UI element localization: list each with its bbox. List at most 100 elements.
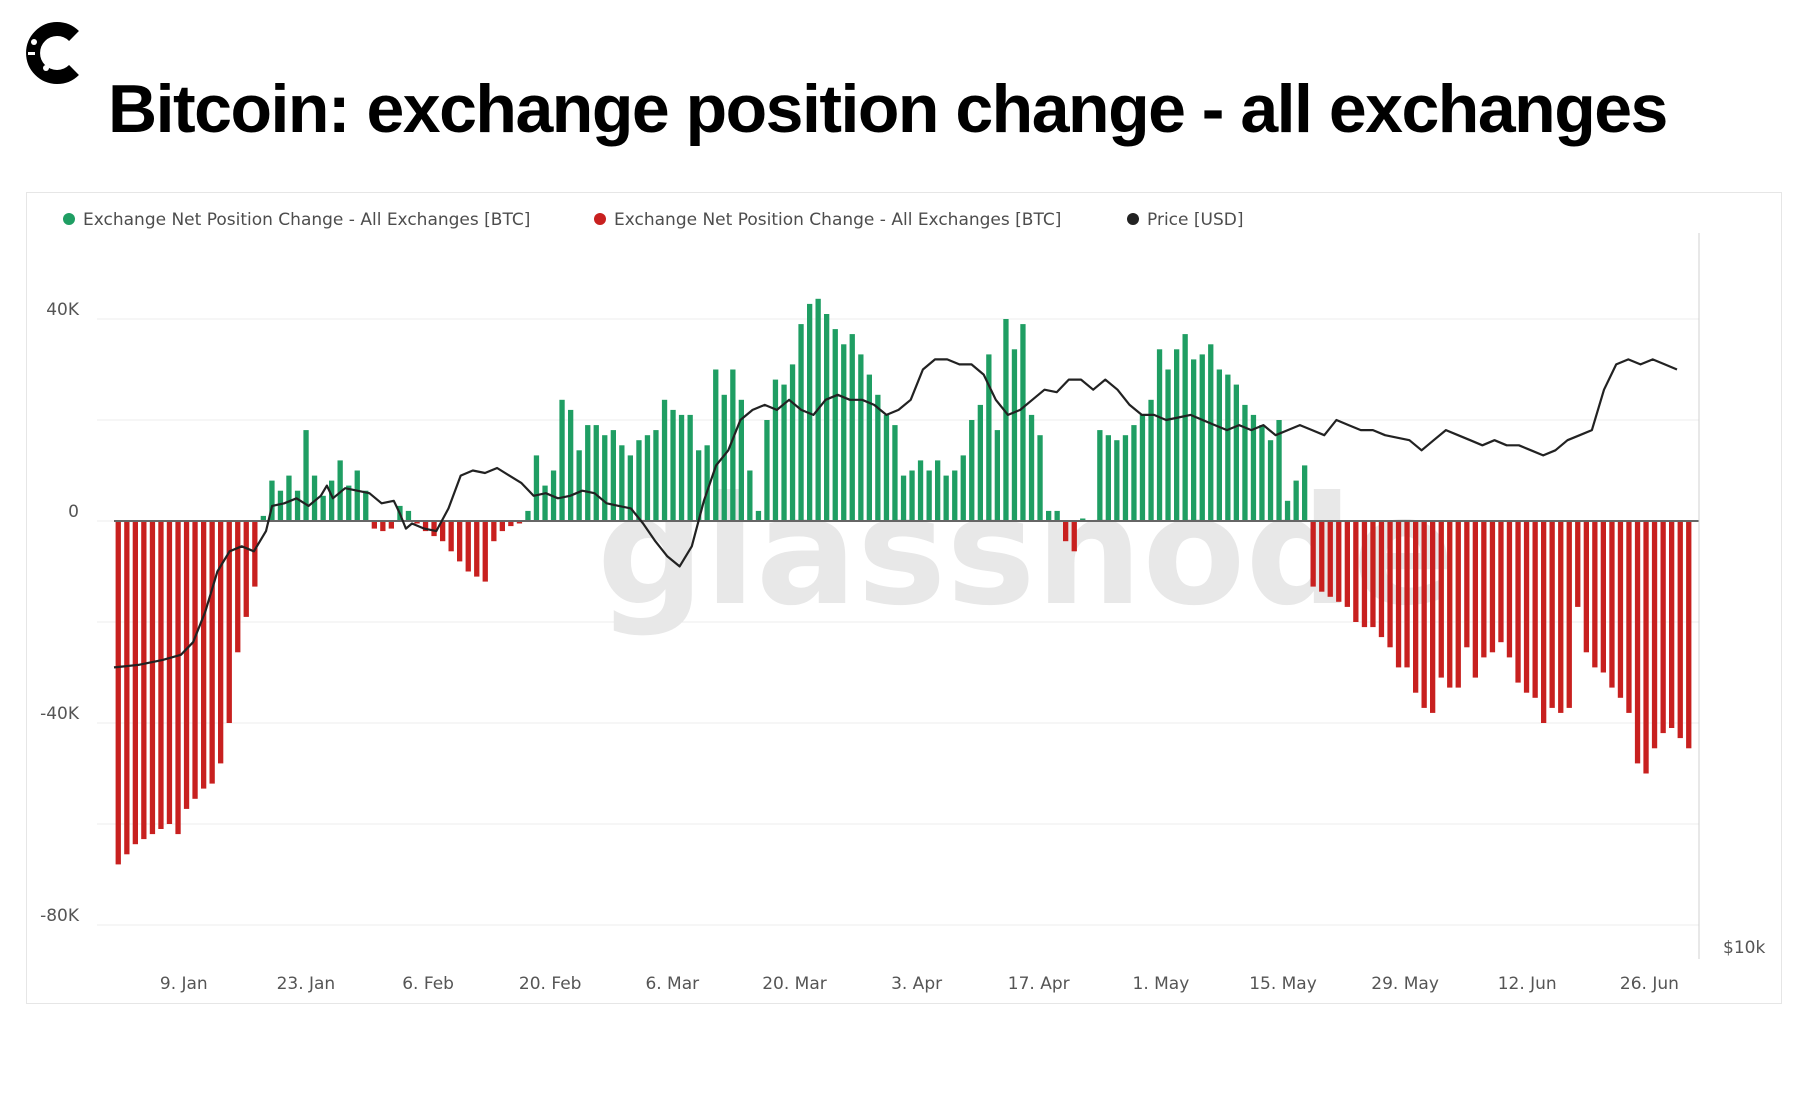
legend-label[interactable]: Exchange Net Position Change - All Excha…	[83, 210, 530, 230]
bar-inflow	[610, 430, 616, 521]
bar-inflow	[354, 470, 360, 521]
bar-inflow	[738, 399, 744, 521]
bar-outflow	[1481, 521, 1487, 658]
bar-outflow	[218, 521, 224, 764]
bar-outflow	[243, 521, 249, 617]
bar-inflow	[1114, 440, 1120, 521]
bar-inflow	[909, 470, 915, 521]
bar-outflow	[183, 521, 190, 809]
bar-inflow	[747, 470, 753, 521]
bar-outflow	[201, 521, 207, 789]
bar-outflow	[1378, 521, 1385, 638]
x-tick-label: 3. Apr	[891, 974, 942, 994]
bar-inflow	[1139, 414, 1146, 521]
bar-inflow	[1122, 435, 1129, 521]
bar-inflow	[1156, 349, 1163, 521]
legend-label[interactable]: Exchange Net Position Change - All Excha…	[614, 210, 1061, 230]
bar-inflow	[781, 384, 787, 521]
bar-outflow	[1566, 521, 1572, 708]
bar-outflow	[1336, 521, 1342, 602]
bar-inflow	[935, 460, 941, 521]
bar-outflow	[1498, 521, 1504, 643]
bar-inflow	[576, 450, 582, 521]
bar-inflow	[1054, 510, 1060, 521]
bar-inflow	[670, 409, 676, 521]
bar-inflow	[764, 420, 770, 521]
bar-inflow	[849, 334, 855, 521]
bar-inflow	[1191, 359, 1197, 521]
bar-outflow	[192, 521, 198, 799]
bar-outflow	[141, 521, 147, 840]
bar-inflow	[969, 420, 975, 521]
bar-outflow	[1464, 521, 1470, 648]
bar-inflow	[1174, 349, 1180, 521]
bar-outflow	[1472, 521, 1478, 678]
bar-inflow	[678, 414, 685, 521]
bar-inflow	[832, 329, 838, 521]
x-tick-label: 20. Mar	[762, 974, 827, 994]
bar-inflow	[1225, 374, 1231, 521]
bar-outflow	[115, 521, 121, 865]
y-tick-label: 40K	[46, 300, 80, 320]
bar-outflow	[1361, 521, 1368, 628]
bar-inflow	[303, 430, 309, 521]
x-tick-label: 12. Jun	[1498, 974, 1557, 994]
chart-frame: glassnode 40K 0 -40K -80K 9. Jan 23. Jan 6. F…	[26, 192, 1782, 1004]
bar-outflow	[1617, 521, 1624, 698]
bar-inflow	[320, 495, 326, 522]
bar-outflow	[380, 521, 386, 532]
bar-inflow	[1182, 334, 1188, 521]
bar-outflow	[1430, 521, 1436, 713]
bar-inflow	[346, 485, 352, 521]
bar-inflow	[533, 455, 540, 521]
y-tick-label: 0	[68, 502, 79, 522]
bar-inflow	[559, 399, 565, 521]
bar-inflow	[1046, 510, 1052, 521]
bar-outflow	[1413, 521, 1419, 693]
chart-headline: Bitcoin: exchange position change - all …	[108, 71, 1668, 147]
bar-inflow	[644, 435, 651, 521]
bar-outflow	[440, 521, 446, 542]
x-axis-ticks: 9. Jan 23. Jan 6. Feb 20. Feb 6. Mar 20. Mar 3…	[160, 974, 1679, 994]
bar-inflow	[593, 425, 599, 521]
legend-label[interactable]: Price [USD]	[1147, 210, 1243, 230]
legend-marker	[1127, 213, 1139, 225]
bar-inflow	[917, 460, 924, 521]
bar-inflow	[704, 445, 710, 522]
x-tick-label: 6. Mar	[645, 974, 699, 994]
bar-outflow	[1575, 521, 1581, 607]
bar-series	[115, 298, 1692, 865]
bar-outflow	[1583, 521, 1589, 653]
bar-inflow	[269, 480, 275, 521]
bar-inflow	[994, 430, 1000, 521]
bar-outflow	[474, 521, 480, 577]
bar-inflow	[1216, 369, 1222, 521]
bar-outflow	[175, 521, 181, 835]
x-tick-label: 6. Feb	[402, 974, 454, 994]
bar-inflow	[883, 414, 890, 521]
bar-inflow	[960, 455, 966, 521]
bar-outflow	[371, 521, 377, 529]
bar-outflow	[1071, 521, 1077, 552]
x-tick-label: 20. Feb	[519, 974, 582, 994]
price-line	[113, 358, 1678, 669]
bar-outflow	[1327, 521, 1333, 597]
bar-outflow	[1438, 521, 1444, 678]
x-tick-label: 17. Apr	[1008, 974, 1070, 994]
bar-inflow	[585, 425, 591, 521]
bar-outflow	[1634, 521, 1641, 764]
x-tick-label: 9. Jan	[160, 974, 208, 994]
bar-outflow	[1592, 521, 1598, 668]
bar-outflow	[1353, 521, 1359, 622]
bar-inflow	[1097, 430, 1103, 521]
bar-outflow	[1515, 521, 1521, 683]
bar-outflow	[388, 521, 394, 529]
bar-outflow	[1600, 521, 1606, 673]
bar-outflow	[1344, 521, 1350, 607]
bar-inflow	[1284, 500, 1291, 521]
bar-inflow	[1011, 349, 1018, 521]
bar-inflow	[1208, 344, 1214, 522]
c-logo-icon	[26, 22, 79, 84]
bar-inflow	[687, 414, 693, 521]
bar-inflow	[363, 490, 369, 521]
